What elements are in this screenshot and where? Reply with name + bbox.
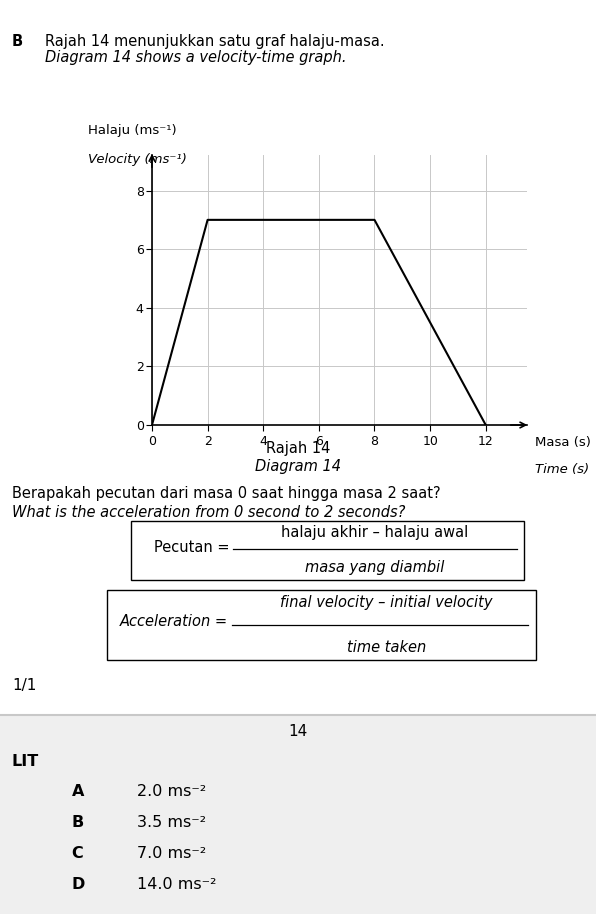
Text: Diagram 14 shows a velocity-time graph.: Diagram 14 shows a velocity-time graph. — [45, 50, 346, 65]
Text: Berapakah pecutan dari masa 0 saat hingga masa 2 saat?: Berapakah pecutan dari masa 0 saat hingg… — [12, 486, 440, 501]
Text: 1/1: 1/1 — [12, 678, 36, 693]
Text: Pecutan =: Pecutan = — [154, 540, 229, 555]
Text: time taken: time taken — [347, 640, 426, 654]
Text: final velocity – initial velocity: final velocity – initial velocity — [280, 595, 492, 610]
Text: Acceleration =: Acceleration = — [119, 613, 228, 629]
FancyBboxPatch shape — [131, 521, 524, 580]
Text: masa yang diambil: masa yang diambil — [305, 559, 445, 575]
Text: Masa (s): Masa (s) — [535, 436, 591, 449]
Text: B: B — [72, 815, 84, 830]
Text: LIT: LIT — [12, 754, 39, 769]
Text: C: C — [72, 846, 83, 861]
Text: 3.5 ms⁻²: 3.5 ms⁻² — [137, 815, 206, 830]
Text: Velocity (ms⁻¹): Velocity (ms⁻¹) — [88, 154, 187, 166]
FancyBboxPatch shape — [107, 590, 536, 660]
Text: 14.0 ms⁻²: 14.0 ms⁻² — [137, 877, 216, 892]
Text: 7.0 ms⁻²: 7.0 ms⁻² — [137, 846, 206, 861]
Text: Halaju (ms⁻¹): Halaju (ms⁻¹) — [88, 123, 177, 136]
Text: Diagram 14: Diagram 14 — [255, 459, 341, 473]
Text: Time (s): Time (s) — [535, 462, 589, 476]
Text: Rajah 14: Rajah 14 — [266, 441, 330, 455]
Text: halaju akhir – halaju awal: halaju akhir – halaju awal — [281, 526, 468, 540]
Text: 14: 14 — [288, 724, 308, 739]
Text: What is the acceleration from 0 second to 2 seconds?: What is the acceleration from 0 second t… — [12, 505, 405, 519]
Text: B: B — [12, 34, 23, 48]
Text: A: A — [72, 784, 84, 799]
Text: D: D — [72, 877, 85, 892]
Text: 2.0 ms⁻²: 2.0 ms⁻² — [137, 784, 206, 799]
Text: Rajah 14 menunjukkan satu graf halaju-masa.: Rajah 14 menunjukkan satu graf halaju-ma… — [45, 34, 384, 48]
